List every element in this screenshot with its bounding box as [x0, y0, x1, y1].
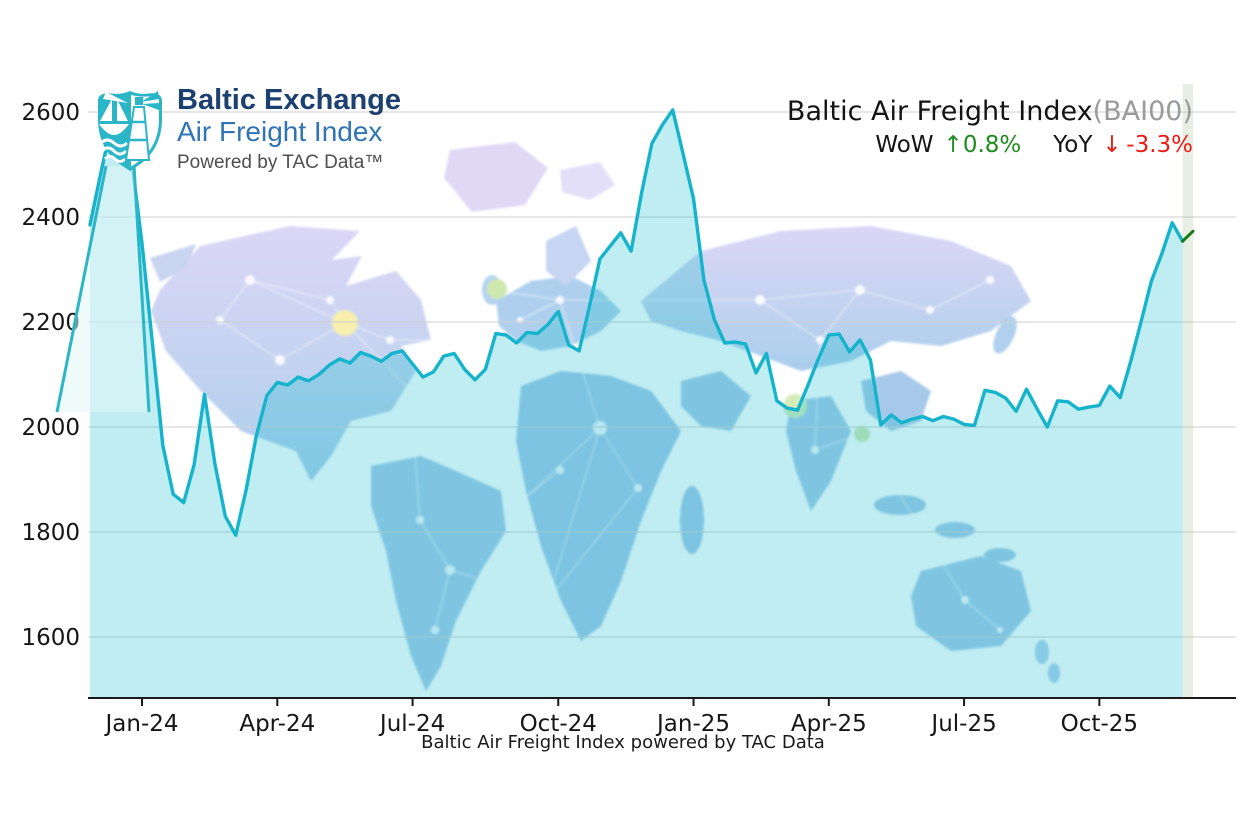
green-node-east-asia [854, 426, 870, 442]
yoy-label: YoY [1053, 132, 1093, 158]
world-map-background [150, 142, 1060, 691]
y-tick-label: 1800 [21, 520, 80, 546]
waves-icon [99, 138, 129, 163]
up-arrow-icon: ↑ [943, 132, 963, 158]
lighthouse-icon [103, 91, 160, 161]
mesh-lines [219, 279, 1001, 631]
logo-shield-icon [55, 91, 162, 413]
latest-week-segment [1181, 229, 1195, 243]
logo-brand-line2: Air Freight Index [177, 115, 383, 147]
x-tick-label: Jul-25 [929, 711, 996, 737]
down-arrow-icon: ↓ [1102, 132, 1122, 158]
x-tick-label: Jan-25 [655, 711, 730, 737]
x-tick-label: Oct-24 [520, 711, 597, 737]
grid-lines [88, 111, 1236, 638]
yoy-value: -3.3% [1126, 132, 1193, 158]
logo-brand-line1: Baltic Exchange [177, 84, 402, 116]
ship-icon [99, 99, 129, 135]
x-tick-label: Apr-25 [791, 711, 867, 737]
x-tick-label: Oct-25 [1061, 711, 1138, 737]
chart-title-text: Baltic Air Freight Index [786, 96, 1093, 127]
stats-line: WoW ↑0.8% YoY ↓ -3.3% [787, 132, 1193, 158]
index-line [88, 99, 1185, 537]
y-tick-label: 2400 [21, 205, 80, 231]
plot-area [88, 84, 1195, 698]
logo-tagline: Powered by TAC Data™ [177, 152, 384, 174]
y-tick-label: 2000 [21, 415, 80, 441]
title-block: Baltic Air Freight Index(BAI00) WoW ↑0.8%… [787, 96, 1193, 158]
axes: 1600 1800 2000 2200 2400 2600 Jan-24 Apr-24 Jul-… [21, 100, 1236, 737]
page-title: Baltic Air Freight Index(BAI00) [787, 96, 1193, 127]
index-area-fill [90, 101, 1183, 697]
logo-text-block: Baltic Exchange Air Freight Index Powere… [177, 84, 402, 174]
green-node-europe [487, 279, 507, 299]
wow-stat: ↑0.8% [944, 132, 1022, 158]
yoy-stat: ↓ -3.3% [1102, 132, 1193, 158]
wow-value: 0.8% [962, 132, 1022, 158]
ticker-badge: (BAI00) [1092, 96, 1193, 127]
chart-caption: Baltic Air Freight Index powered by TAC … [421, 732, 825, 753]
wow-label: WoW [875, 132, 934, 158]
lighthouse-tower [57, 166, 149, 412]
y-tick-label: 2600 [21, 100, 80, 126]
y-tick-label: 2200 [21, 310, 80, 336]
y-tick-label: 1600 [21, 625, 80, 651]
latest-week-highlight-band [1182, 84, 1193, 698]
mesh-nodes [216, 275, 1003, 634]
x-tick-label: Jul-24 [378, 711, 445, 737]
yellow-node [332, 310, 358, 336]
x-tick-label: Jan-24 [104, 711, 179, 737]
x-tick-label: Apr-24 [239, 711, 315, 737]
